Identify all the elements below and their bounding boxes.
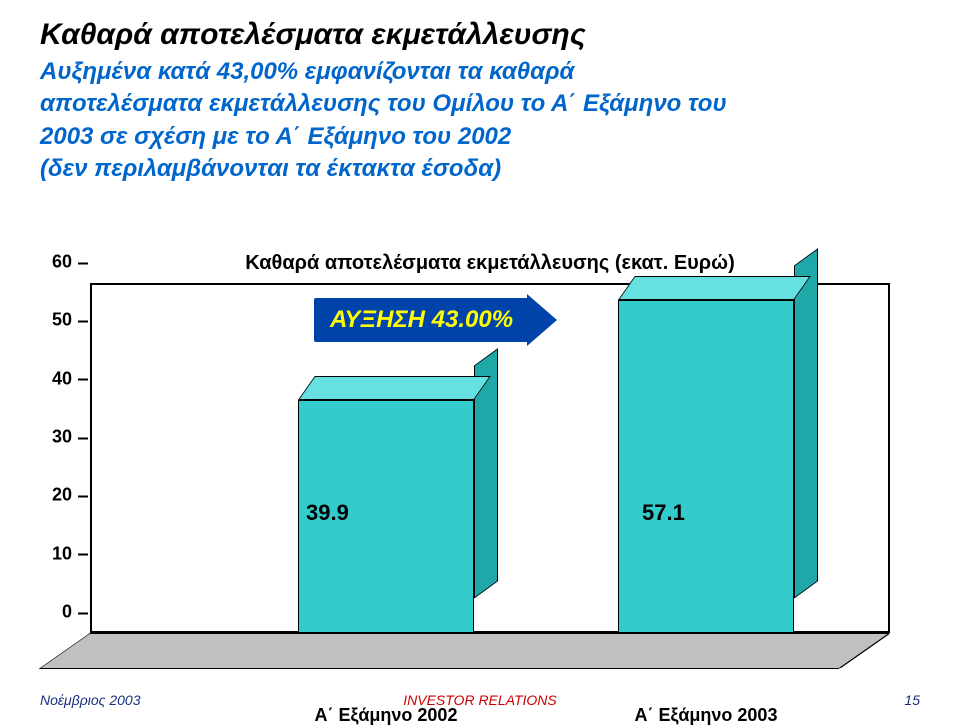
slide: Καθαρά αποτελέσματα εκμετάλλευσης Αυξημέ… [0, 0, 960, 716]
y-tick-mark [78, 554, 88, 556]
y-tick-mark [78, 437, 88, 439]
chart: Καθαρά αποτελέσματα εκμετάλλευσης (εκατ.… [90, 252, 890, 682]
y-tick-mark [78, 496, 88, 498]
y-tick-label: 10 [52, 543, 78, 564]
footer-date: Νοέμβριος 2003 [40, 692, 140, 708]
plot: 0102030405060 ΑΥΞΗΣΗ 43.00% 39.957.1 Α΄ … [90, 283, 890, 633]
y-tick: 20 [52, 485, 88, 506]
subtitle-line: (δεν περιλαμβάνονται τα έκτακτα έσοδα) [40, 153, 920, 185]
arrow-right-icon [527, 294, 557, 346]
y-tick: 10 [52, 543, 88, 564]
bar-value-label: 57.1 [642, 500, 685, 526]
bar-top [618, 276, 811, 300]
bar-value-label: 39.9 [306, 500, 349, 526]
bar [618, 300, 794, 633]
y-tick-mark [78, 262, 88, 264]
y-tick-label: 50 [52, 310, 78, 331]
plot-floor [39, 633, 890, 669]
y-tick: 0 [62, 602, 88, 623]
y-tick: 50 [52, 310, 88, 331]
y-tick: 30 [52, 427, 88, 448]
subtitle: Αυξημένα κατά 43,00% εμφανίζονται τα καθ… [40, 56, 920, 186]
y-tick: 40 [52, 368, 88, 389]
y-tick: 60 [52, 252, 88, 273]
badge-text: ΑΥΞΗΣΗ 43.00% [314, 298, 529, 342]
y-tick-label: 30 [52, 427, 78, 448]
chart-title: Καθαρά αποτελέσματα εκμετάλλευσης (εκατ.… [90, 252, 890, 275]
subtitle-line: Αυξημένα κατά 43,00% εμφανίζονται τα καθ… [40, 56, 920, 88]
footer: Νοέμβριος 2003 INVESTOR RELATIONS 15 [40, 692, 920, 708]
footer-page-number: 15 [904, 692, 920, 708]
bar-top [298, 376, 491, 400]
increase-badge: ΑΥΞΗΣΗ 43.00% [314, 294, 557, 346]
y-tick-mark [78, 321, 88, 323]
page-title: Καθαρά αποτελέσματα εκμετάλλευσης [40, 18, 920, 52]
subtitle-line: αποτελέσματα εκμετάλλευσης του Ομίλου το… [40, 88, 920, 120]
y-tick-label: 60 [52, 252, 78, 273]
footer-center: INVESTOR RELATIONS [403, 692, 557, 708]
bar-front [618, 300, 794, 633]
y-tick-label: 20 [52, 485, 78, 506]
y-tick-label: 40 [52, 368, 78, 389]
y-tick-mark [78, 612, 88, 614]
y-tick-label: 0 [62, 602, 78, 623]
y-axis: 0102030405060 [32, 283, 88, 633]
y-tick-mark [78, 379, 88, 381]
bar-side [794, 248, 818, 599]
subtitle-line: 2003 σε σχέση με το Α΄ Εξάμηνο του 2002 [40, 121, 920, 153]
